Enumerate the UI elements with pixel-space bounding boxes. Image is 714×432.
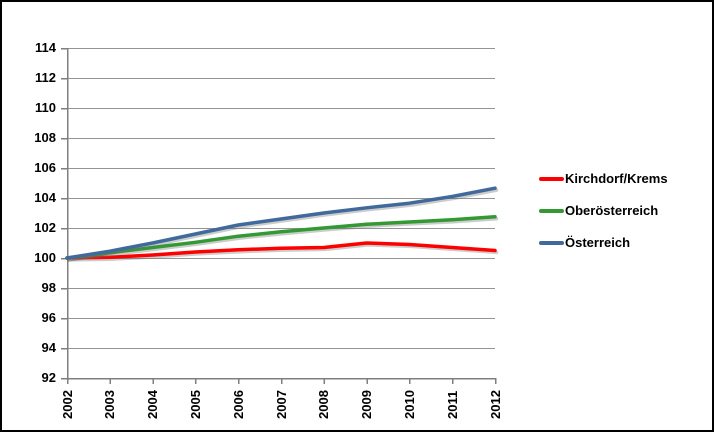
x-axis-label: 2004 [145,390,160,419]
legend-label: Österreich [565,235,631,250]
series-ober-sterreich [65,215,499,262]
y-axis-label: 94 [41,340,56,355]
x-axis-label: 2003 [102,390,117,419]
y-axis-label: 114 [35,40,56,55]
series--sterreich [65,186,499,262]
x-axis-label: 2008 [316,390,331,419]
gridlines [67,48,495,349]
legend-item-kirchdorf-krems: Kirchdorf/Krems [539,171,668,187]
y-axis-label: 96 [41,310,56,325]
y-axis-label: 110 [35,100,56,115]
y-axis-label: 108 [34,130,56,145]
y-axis-label: 106 [34,160,56,175]
axes [61,47,497,384]
y-axis-label: 100 [34,250,56,265]
x-axis-label: 2002 [60,390,75,419]
legend-swatch-red-line [539,177,564,181]
y-axis-label: 112 [35,70,56,85]
x-axis-label: 2005 [188,390,203,419]
legend-item-oesterreich: Österreich [539,235,630,251]
legend-swatch-blue-line [539,241,564,245]
y-axis-label: 98 [41,280,56,295]
x-axis-label: 2010 [402,390,417,419]
legend-label: Oberösterreich [565,203,659,218]
x-axis-label: 2007 [274,390,289,419]
legend-label: Kirchdorf/Krems [565,171,668,186]
legend-item-oberoesterreich: Oberösterreich [539,203,658,219]
x-axis-label: 2012 [488,390,503,419]
y-axis-label: 102 [34,220,56,235]
series-kirchdorf-krems [65,241,499,262]
legend-swatch-green-line [539,209,564,213]
y-axis-label: 104 [34,190,56,205]
x-axis-label: 2006 [231,390,246,419]
y-axis-label: 92 [41,370,56,385]
x-axis-label: 2011 [445,390,460,419]
x-axis-label: 2009 [359,390,374,419]
